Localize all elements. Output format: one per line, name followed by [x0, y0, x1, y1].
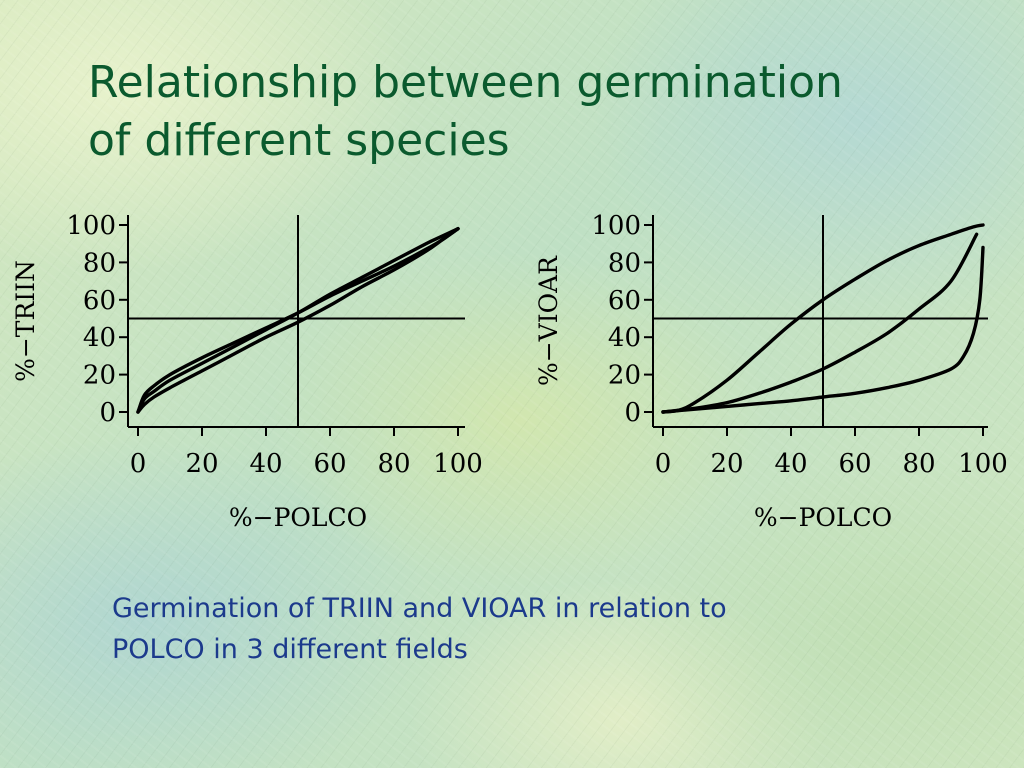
right-y-axis-title: %−VIOAR	[534, 255, 563, 386]
right-series-line-3	[661, 245, 985, 414]
right-series-line-2	[661, 232, 979, 414]
left-series-line-2	[136, 227, 460, 414]
slide-title: Relationship between germination of diff…	[88, 54, 948, 170]
right-y-tick-label: 100	[591, 211, 641, 241]
slide-title-line-2: of different species	[88, 115, 510, 166]
right-x-tick-label: 0	[655, 449, 672, 479]
right-x-tick-label: 100	[958, 449, 1008, 479]
left-y-tick-label: 60	[83, 286, 116, 316]
right-series-line-1	[661, 223, 985, 414]
slide-caption: Germination of TRIIN and VIOAR in relati…	[112, 588, 912, 670]
left-y-tick-label: 80	[83, 248, 116, 278]
left-x-tick-label: 100	[433, 449, 483, 479]
right-y-tick-label: 60	[608, 286, 641, 316]
caption-line-1: Germination of TRIIN and VIOAR in relati…	[112, 593, 727, 624]
left-y-axis-title: %−TRIIN	[11, 260, 40, 382]
left-y-tick-label: 40	[83, 323, 116, 353]
left-x-tick-label: 0	[130, 449, 147, 479]
left-x-tick-label: 20	[185, 449, 218, 479]
left-x-tick-label: 60	[313, 449, 346, 479]
right-y-tick-label: 40	[608, 323, 641, 353]
left-series-line-3	[136, 227, 460, 414]
left-x-tick-label: 40	[249, 449, 282, 479]
right-x-tick-label: 20	[710, 449, 743, 479]
right-x-axis-title: %−POLCO	[754, 503, 892, 532]
right-x-tick-label: 80	[902, 449, 935, 479]
left-x-axis-title: %−POLCO	[229, 503, 367, 532]
left-x-tick-label: 80	[377, 449, 410, 479]
right-y-tick-label: 80	[608, 248, 641, 278]
left-y-tick-label: 0	[99, 398, 116, 428]
left-y-tick-label: 100	[66, 211, 116, 241]
left-y-tick-label: 20	[83, 361, 116, 391]
right-x-tick-label: 60	[838, 449, 871, 479]
right-y-tick-label: 20	[608, 361, 641, 391]
caption-line-2: POLCO in 3 different fields	[112, 634, 468, 665]
right-x-tick-label: 40	[774, 449, 807, 479]
right-y-tick-label: 0	[624, 398, 641, 428]
slide-title-line-1: Relationship between germination	[88, 57, 843, 108]
